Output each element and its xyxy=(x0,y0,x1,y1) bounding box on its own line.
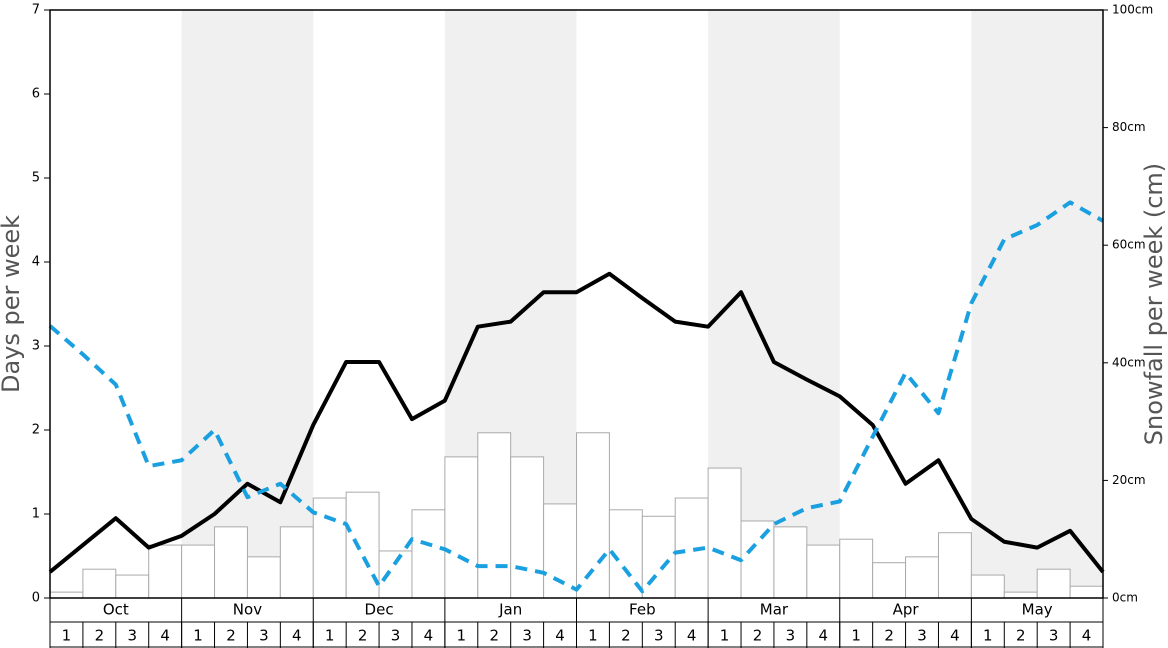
bar xyxy=(806,544,841,599)
y-tick-label: 5 xyxy=(32,171,40,186)
bar xyxy=(510,456,545,599)
bar xyxy=(345,491,380,599)
week-label: 3 xyxy=(522,627,532,645)
bar xyxy=(740,520,775,599)
month-label: Oct xyxy=(103,601,129,619)
week-label: 2 xyxy=(753,627,763,645)
y-tick-label: 0 xyxy=(32,591,40,606)
bar xyxy=(312,497,347,599)
y-tick-label: 6 xyxy=(32,87,40,102)
week-label: 1 xyxy=(983,627,993,645)
month-shade xyxy=(181,10,314,598)
bar xyxy=(707,467,742,599)
week-label: 4 xyxy=(950,627,960,645)
bar xyxy=(937,532,972,599)
y-tick-label: 7 xyxy=(32,3,40,18)
month-label: Mar xyxy=(760,601,789,619)
y2-tick-label: 40cm xyxy=(1112,355,1146,369)
bar xyxy=(773,526,808,599)
week-label: 1 xyxy=(851,627,861,645)
month-label: Nov xyxy=(233,601,262,619)
bar xyxy=(246,556,281,599)
week-label: 1 xyxy=(720,627,730,645)
month-shade xyxy=(971,10,1103,598)
y-tick-label: 4 xyxy=(32,255,40,270)
y-tick-label: 1 xyxy=(32,507,40,522)
bar xyxy=(214,526,248,599)
week-label: 3 xyxy=(259,627,269,645)
month-label: Apr xyxy=(893,601,920,619)
week-label: 3 xyxy=(654,627,664,645)
week-label: 1 xyxy=(588,627,598,645)
y2-tick-label: 100cm xyxy=(1112,3,1153,17)
bar xyxy=(1069,585,1104,599)
week-label: 2 xyxy=(95,627,105,645)
bar xyxy=(576,432,610,599)
week-label: 3 xyxy=(917,627,927,645)
week-label: 2 xyxy=(226,627,236,645)
week-label: 1 xyxy=(457,627,467,645)
bar xyxy=(1003,591,1038,599)
bar xyxy=(82,568,117,599)
month-label: Feb xyxy=(629,601,656,619)
y-axis-title: Days per week xyxy=(0,215,25,393)
bar xyxy=(905,556,939,599)
week-label: 2 xyxy=(884,627,894,645)
y2-axis-title: Snowfall per week (cm) xyxy=(1140,163,1168,445)
week-label: 4 xyxy=(160,627,170,645)
bar xyxy=(148,544,183,599)
week-label: 3 xyxy=(786,627,796,645)
week-label: 4 xyxy=(424,627,434,645)
week-label: 3 xyxy=(127,627,137,645)
bar xyxy=(839,538,874,599)
y2-tick-label: 20cm xyxy=(1112,473,1146,487)
week-label: 4 xyxy=(292,627,302,645)
week-label: 2 xyxy=(489,627,499,645)
week-label: 4 xyxy=(819,627,829,645)
y-tick-label: 2 xyxy=(32,423,40,438)
bar xyxy=(378,550,413,599)
week-label: 2 xyxy=(1016,627,1026,645)
bar xyxy=(115,574,150,599)
week-label: 4 xyxy=(555,627,565,645)
week-label: 4 xyxy=(1082,627,1092,645)
week-label: 3 xyxy=(1049,627,1059,645)
line xyxy=(48,200,1104,594)
line xyxy=(48,271,1105,574)
y2-tick-label: 60cm xyxy=(1112,238,1146,252)
week-label: 1 xyxy=(325,627,335,645)
bar xyxy=(444,456,479,599)
week-label: 3 xyxy=(391,627,401,645)
week-label: 1 xyxy=(62,627,72,645)
bar xyxy=(49,591,84,599)
bar xyxy=(543,503,577,599)
y2-tick-label: 0cm xyxy=(1112,591,1138,605)
bar xyxy=(411,509,446,599)
month-label: Jan xyxy=(498,601,522,619)
bar xyxy=(279,526,314,599)
week-label: 1 xyxy=(193,627,203,645)
bar xyxy=(872,562,907,599)
bar xyxy=(970,574,1005,599)
week-label: 2 xyxy=(358,627,368,645)
week-label: 4 xyxy=(687,627,697,645)
bar xyxy=(477,432,512,599)
bar xyxy=(181,544,216,599)
y-tick-label: 3 xyxy=(32,339,40,354)
y2-tick-label: 80cm xyxy=(1112,120,1146,134)
bar xyxy=(1036,568,1071,599)
week-label: 2 xyxy=(621,627,631,645)
month-label: Dec xyxy=(365,601,394,619)
month-label: May xyxy=(1022,601,1053,619)
bar xyxy=(641,515,676,599)
